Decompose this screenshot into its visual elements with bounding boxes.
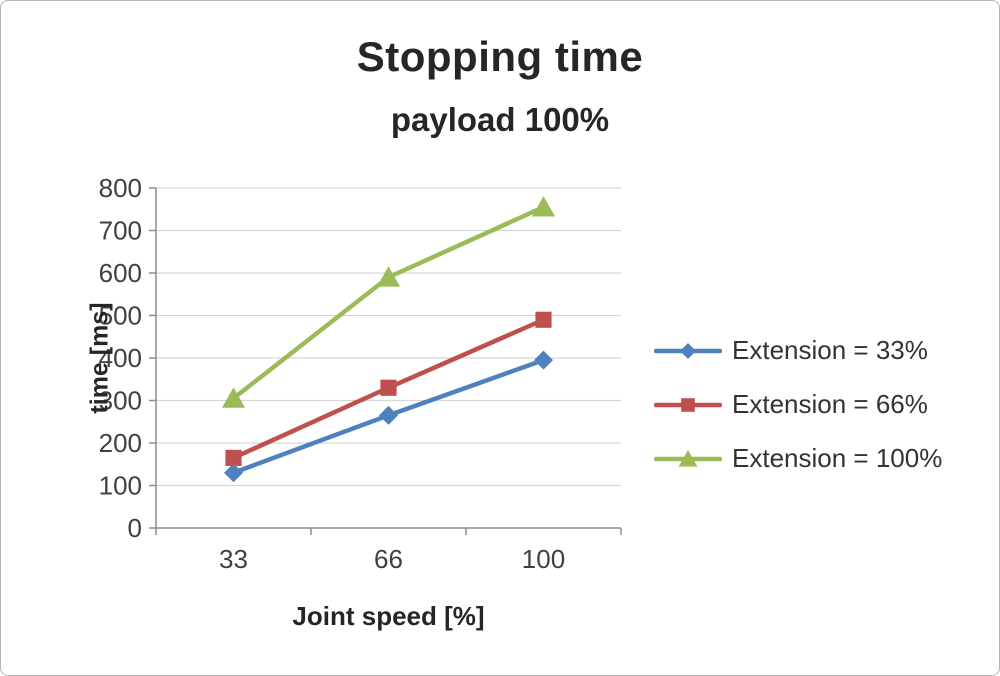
- triangle-marker-icon: [678, 449, 698, 467]
- triangle-marker-icon: [531, 196, 556, 217]
- y-tick-label: 500: [99, 301, 142, 331]
- square-marker-icon: [535, 311, 552, 328]
- y-tick-label: 700: [99, 216, 142, 246]
- diamond-marker-icon: [534, 350, 553, 370]
- y-tick-label: 100: [99, 471, 142, 501]
- chart-subtitle: payload 100%: [390, 101, 610, 138]
- square-marker-icon: [380, 379, 397, 396]
- y-tick-label: 600: [99, 258, 142, 288]
- legend: Extension = 33% Extension = 66% Extension …: [654, 335, 942, 474]
- triangle-marker-icon: [376, 266, 401, 287]
- square-marker-icon: [225, 449, 242, 466]
- legend-label: Extension = 66%: [732, 389, 928, 419]
- diamond-marker-icon: [224, 463, 243, 483]
- legend-key-icon: [654, 342, 722, 359]
- x-tick-label: 100: [522, 544, 565, 574]
- plot-area: 0 100 200 300 400 500 600 700 800 33 66 100: [99, 173, 622, 574]
- legend-key-icon: [654, 449, 722, 467]
- legend-item: Extension = 33%: [654, 335, 942, 366]
- diamond-marker-icon: [379, 405, 398, 425]
- legend-item: Extension = 100%: [654, 443, 942, 474]
- diamond-marker-icon: [680, 342, 696, 359]
- legend-item: Extension = 66%: [654, 389, 942, 420]
- y-tick-label: 400: [99, 343, 142, 373]
- legend-key-icon: [654, 397, 722, 412]
- y-tick-label: 300: [99, 386, 142, 416]
- chart-title: Stopping time: [356, 33, 644, 80]
- y-tick-label: 0: [128, 513, 142, 543]
- triangle-marker-icon: [221, 387, 246, 408]
- series-line: [231, 204, 546, 401]
- y-axis-label: time [ms]: [85, 302, 114, 414]
- y-tick-label: 200: [99, 428, 142, 458]
- square-marker-icon: [681, 397, 695, 412]
- x-axis-label: Joint speed [%]: [292, 601, 485, 631]
- x-tick-label: 33: [219, 544, 248, 574]
- legend-label: Extension = 100%: [732, 443, 943, 473]
- legend-label: Extension = 33%: [732, 335, 928, 365]
- x-tick-label: 66: [374, 544, 403, 574]
- y-tick-label: 800: [99, 173, 142, 203]
